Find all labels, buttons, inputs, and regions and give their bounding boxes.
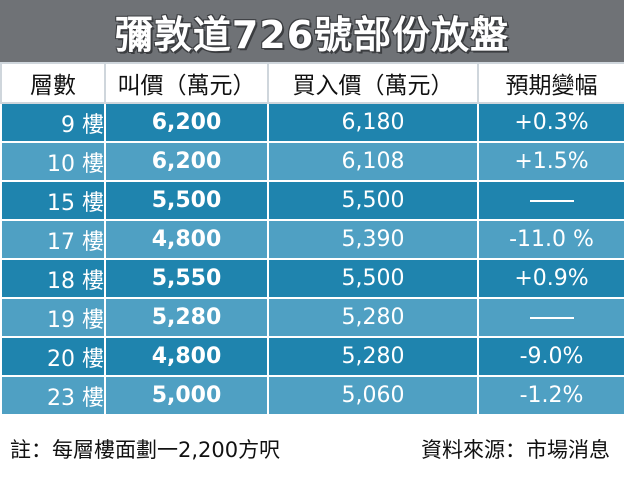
table-row: 10 樓 6,200 6,108 +1.5% bbox=[0, 141, 624, 182]
cell-expected-change: -9.0% bbox=[477, 336, 624, 377]
no-change-dash bbox=[529, 200, 574, 202]
cell-purchase-price: 5,280 bbox=[267, 336, 479, 377]
cell-floor: 23 樓 bbox=[0, 375, 106, 416]
cell-purchase-price: 5,390 bbox=[267, 219, 479, 260]
source-credit: 資料來源：市場消息 bbox=[421, 438, 610, 462]
cell-asking-price: 6,200 bbox=[104, 141, 269, 182]
cell-floor: 19 樓 bbox=[0, 297, 106, 338]
cell-floor: 17 樓 bbox=[0, 219, 106, 260]
footnote: 註：每層樓面劃一2,200方呎 bbox=[10, 438, 281, 462]
table-body: 9 樓 6,200 6,180 +0.3% 10 樓 6,200 6,108 +1.5% 15 … bbox=[0, 102, 624, 416]
cell-floor: 20 樓 bbox=[0, 336, 106, 377]
table-row: 19 樓 5,280 5,280 bbox=[0, 297, 624, 338]
cell-purchase-price: 5,060 bbox=[267, 375, 479, 416]
listing-table: 層數 叫價（萬元） 買入價（萬元） 預期變幅 9 樓 6,200 6,180 +0.3… bbox=[0, 62, 624, 416]
header-floor: 層數 bbox=[0, 62, 106, 104]
table-row: 18 樓 5,550 5,500 +0.9% bbox=[0, 258, 624, 299]
table-header-row: 層數 叫價（萬元） 買入價（萬元） 預期變幅 bbox=[0, 62, 624, 104]
cell-asking-price: 5,000 bbox=[104, 375, 269, 416]
cell-asking-price: 6,200 bbox=[104, 102, 269, 143]
cell-purchase-price: 5,500 bbox=[267, 180, 479, 221]
cell-expected-change: +0.9% bbox=[477, 258, 624, 299]
table-row: 20 樓 4,800 5,280 -9.0% bbox=[0, 336, 624, 377]
no-change-dash bbox=[529, 317, 574, 319]
cell-expected-change: -11.0 % bbox=[477, 219, 624, 260]
cell-purchase-price: 6,180 bbox=[267, 102, 479, 143]
cell-expected-change: +1.5% bbox=[477, 141, 624, 182]
footer: 註：每層樓面劃一2,200方呎 資料來源：市場消息 bbox=[0, 426, 624, 478]
table-row: 15 樓 5,500 5,500 bbox=[0, 180, 624, 221]
header-purchase-price: 買入價（萬元） bbox=[267, 62, 479, 104]
title-bar: 彌敦道726號部份放盤 bbox=[0, 0, 624, 62]
cell-expected-change bbox=[477, 297, 624, 338]
cell-asking-price: 5,500 bbox=[104, 180, 269, 221]
cell-expected-change: -1.2% bbox=[477, 375, 624, 416]
cell-purchase-price: 6,108 bbox=[267, 141, 479, 182]
cell-floor: 18 樓 bbox=[0, 258, 106, 299]
header-expected-change: 預期變幅 bbox=[477, 62, 624, 104]
page-title: 彌敦道726號部份放盤 bbox=[114, 12, 510, 57]
cell-expected-change: +0.3% bbox=[477, 102, 624, 143]
table-row: 23 樓 5,000 5,060 -1.2% bbox=[0, 375, 624, 416]
cell-asking-price: 4,800 bbox=[104, 219, 269, 260]
table-row: 17 樓 4,800 5,390 -11.0 % bbox=[0, 219, 624, 260]
cell-purchase-price: 5,280 bbox=[267, 297, 479, 338]
cell-purchase-price: 5,500 bbox=[267, 258, 479, 299]
cell-asking-price: 4,800 bbox=[104, 336, 269, 377]
table-row: 9 樓 6,200 6,180 +0.3% bbox=[0, 102, 624, 143]
header-asking-price: 叫價（萬元） bbox=[104, 62, 269, 104]
cell-floor: 15 樓 bbox=[0, 180, 106, 221]
cell-asking-price: 5,280 bbox=[104, 297, 269, 338]
cell-asking-price: 5,550 bbox=[104, 258, 269, 299]
cell-expected-change bbox=[477, 180, 624, 221]
cell-floor: 9 樓 bbox=[0, 102, 106, 143]
cell-floor: 10 樓 bbox=[0, 141, 106, 182]
